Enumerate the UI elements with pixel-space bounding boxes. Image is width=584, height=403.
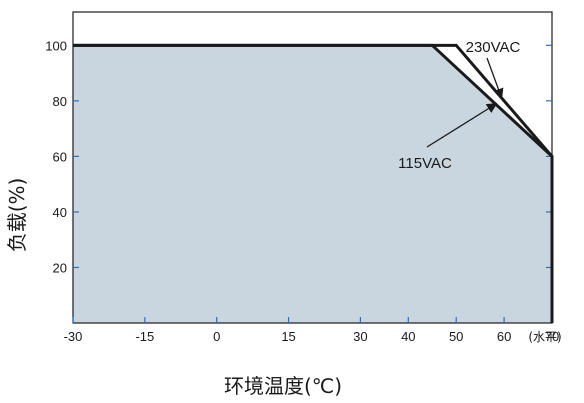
x-tick-label: -30 [64, 329, 83, 344]
operating-area-fill [73, 45, 552, 323]
x-tick-label: 60 [497, 329, 511, 344]
x-axis-title: 环境温度(℃) [224, 374, 342, 398]
y-tick-label: 60 [53, 149, 67, 164]
x-tick-label: 50 [449, 329, 463, 344]
x-axis-unit-label: (水平) [528, 330, 561, 344]
y-axis-title: 负载(%) [5, 178, 29, 253]
y-tick-label: 100 [45, 38, 67, 53]
annotation-label-115vac: 115VAC [398, 155, 452, 172]
x-tick-label: 70 [545, 329, 559, 344]
annotation-arrow-230vac [486, 57, 504, 100]
y-tick-label: 40 [53, 205, 67, 220]
y-tick-label: 80 [53, 94, 67, 109]
x-tick-label: 30 [353, 329, 367, 344]
y-tick-label: 20 [53, 260, 67, 275]
annotation-arrow-115vac [426, 103, 498, 148]
annotation-label-230vac: 230VAC [466, 39, 521, 56]
series-line-115vac [73, 43, 554, 323]
x-tick-label: -15 [135, 329, 154, 344]
x-tick-label: 40 [401, 329, 415, 344]
x-tick-label: 0 [213, 329, 220, 344]
x-tick-label: 15 [281, 329, 295, 344]
